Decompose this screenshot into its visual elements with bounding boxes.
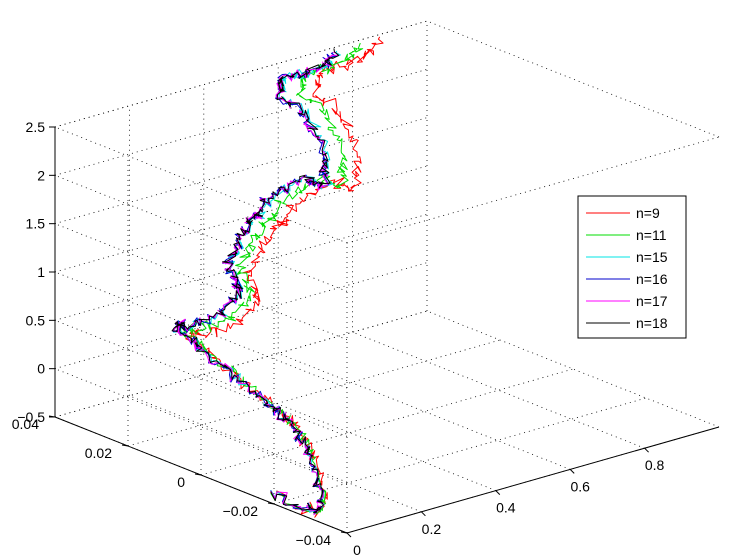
x-tick-label-1: 0.2: [422, 521, 442, 537]
x-tick-mark-1: [421, 511, 426, 517]
grid-top-back: [54, 20, 428, 128]
legend-label-4: n=17: [636, 293, 668, 309]
legend-label-0: n=9: [636, 205, 660, 221]
grid-x-floor-1: [129, 395, 422, 513]
y-tick-label-1: −0.02: [223, 503, 259, 519]
y-tick-mark-3: [121, 444, 129, 447]
y-tick-label-3: 0.02: [85, 445, 112, 461]
y-tick-label-4: 0.04: [12, 416, 39, 432]
grid-z-back-5: [54, 68, 428, 176]
z-tick-label-6: 2.5: [26, 119, 46, 135]
x-tick-mark-4: [644, 447, 649, 453]
z-tick-label-1: 0: [37, 361, 45, 377]
series-line-n=17: [173, 51, 340, 516]
series-line-n=9: [185, 36, 384, 518]
y-tick-mark-1: [267, 502, 275, 505]
series-layer: [171, 36, 384, 518]
y-tick-mark-0: [340, 531, 348, 534]
z-tick-label-2: 0.5: [26, 312, 46, 328]
legend: n=9 n=11 n=15 n=16 n=17 n=18: [577, 195, 687, 339]
grid-z-left-1: [54, 368, 348, 486]
grid-z-back-0: [54, 310, 428, 418]
legend-label-2: n=15: [636, 249, 668, 265]
legend-label-5: n=18: [636, 315, 668, 331]
legend-label-1: n=11: [636, 227, 667, 243]
grid-z-back-1: [54, 262, 428, 370]
series-line-n=11: [180, 42, 364, 515]
grid-x-floor-4: [352, 331, 645, 449]
grid-z-left-2: [54, 319, 348, 437]
grid-z-back-3: [54, 165, 428, 273]
grid-y-floor-3: [127, 339, 501, 447]
grid-y-floor-2: [200, 368, 574, 476]
axes-layer: [48, 126, 720, 538]
x-tick-mark-0: [346, 532, 352, 538]
y-tick-label-0: −0.04: [296, 532, 332, 548]
grid-z-back-6: [54, 20, 428, 128]
x-tick-label-0: 0: [353, 542, 361, 558]
grid-y-floor-4: [54, 310, 428, 418]
x-tick-mark-3: [569, 469, 575, 474]
x-tick-label-4: 0.8: [645, 457, 665, 473]
grid-y-floor-1: [273, 397, 647, 505]
series-line-n=15: [173, 50, 341, 515]
x-tick-label-2: 0.4: [496, 500, 516, 516]
tick-labels: 0 0.2 0.4 0.6 0.8 −0.04 −0.02 0 0.02 0.04−0.5 0 0.5…: [12, 119, 665, 558]
z-tick-label-3: 1: [37, 264, 45, 280]
x-tick-label-3: 0.6: [570, 478, 590, 494]
legend-label-3: n=16: [636, 271, 668, 287]
grid-x-floor-3: [278, 353, 571, 470]
grid-z-back-2: [54, 213, 428, 321]
y-tick-label-2: 0: [177, 474, 185, 490]
grid-z-back-4: [54, 117, 428, 225]
y-tick-mark-2: [194, 473, 202, 476]
grid-z-left-5: [54, 174, 348, 292]
grid-z-left-6: [54, 126, 348, 244]
z-tick-label-4: 1.5: [26, 216, 46, 232]
z-tick-label-5: 2: [37, 167, 45, 183]
x-tick-mark-2: [495, 490, 501, 495]
grid-top-right: [426, 20, 720, 138]
series-line-n=18: [171, 48, 340, 514]
x-axis-line: [346, 426, 720, 534]
legend-box: [577, 195, 687, 339]
z-tick-label-0: −0.5: [17, 409, 45, 425]
